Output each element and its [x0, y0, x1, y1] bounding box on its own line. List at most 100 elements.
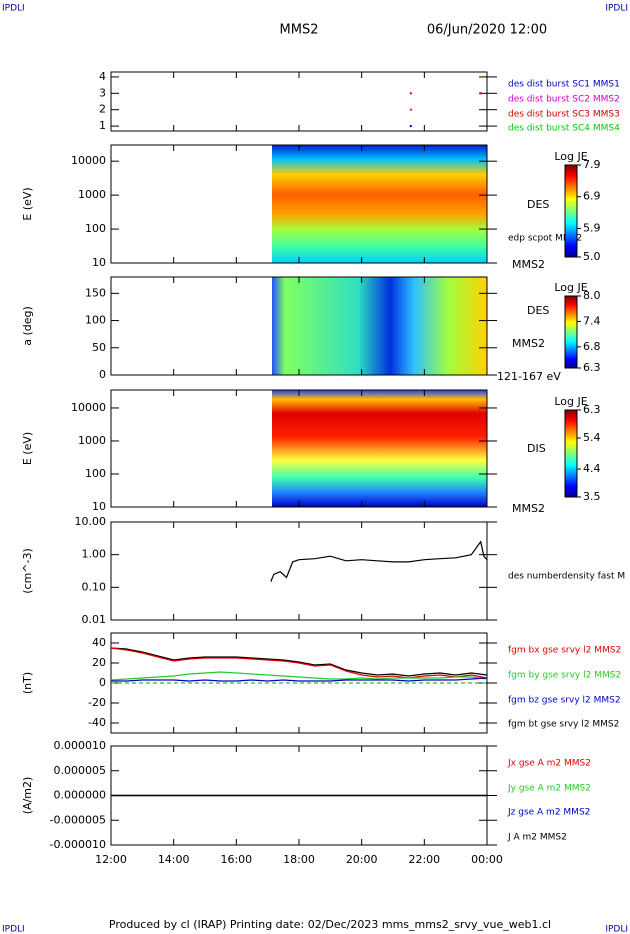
legend-entry: Jy gse A m2 MMS2 [507, 784, 591, 794]
panel-label: MMS2 [512, 337, 545, 350]
colorbar-tick-label: 7.4 [583, 314, 601, 327]
panel-frame [110, 71, 488, 132]
y-tick-label: 0 [99, 676, 106, 689]
y-tick-label: 150 [85, 286, 106, 299]
y-tick-label: -20 [88, 696, 106, 709]
panel-frame [110, 521, 488, 621]
legend-entry: des dist burst SC1 MMS1 [508, 80, 620, 90]
colorbar-label: Log JE [554, 395, 587, 408]
legend-entry: J A m2 MMS2 [507, 833, 567, 843]
colorbar-tick-label: 4.4 [583, 462, 601, 475]
y-tick-label: 4 [99, 70, 106, 83]
y-tick-label: 10000 [71, 154, 106, 167]
colorbar-tick-label: 3.5 [583, 490, 601, 503]
colorbar-tick-label: 6.9 [583, 190, 601, 203]
point [409, 92, 412, 95]
legend-entry: fgm bt gse srvy l2 MMS2 [508, 720, 619, 730]
colorbar-tick-label: 6.3 [583, 361, 601, 374]
y-tick-label: 10 [92, 500, 106, 513]
colorbar [564, 295, 578, 369]
colorbar-tick-label: 8.0 [583, 289, 601, 302]
x-tick-label: 12:00 [95, 853, 127, 866]
y-tick-label: 10000 [71, 401, 106, 414]
y-tick-label: 40 [92, 636, 106, 649]
panel-label: MMS2 [512, 502, 545, 515]
x-tick-label: 22:00 [408, 853, 440, 866]
legend-entry: des dist burst SC3 MMS3 [508, 110, 620, 120]
corner-label: IPDLI [605, 925, 628, 934]
colorbar-label: Log JE [554, 150, 587, 163]
y-tick-label: 1000 [78, 188, 106, 201]
y-tick-label: 100 [85, 222, 106, 235]
x-tick-label: 16:00 [220, 853, 252, 866]
series-line [110, 671, 488, 681]
panel-label: DES [527, 198, 549, 211]
series-line [111, 677, 488, 682]
y-tick-label: 0.01 [82, 613, 107, 626]
y-axis-label: a (deg) [21, 306, 34, 346]
y-axis-label: E (eV) [21, 432, 34, 465]
point [409, 125, 412, 128]
x-tick-label: 18:00 [283, 853, 315, 866]
y-tick-label: 3 [99, 86, 106, 99]
y-axis-label: (cm^-3) [21, 548, 34, 594]
panel-label: DIS [527, 442, 546, 455]
y-tick-label: 20 [92, 656, 106, 669]
colorbar-label: Log JE [554, 281, 587, 294]
legend-entry: fgm bz gse srvy l2 MMS2 [508, 696, 621, 706]
colorbar-tick-label: 5.0 [583, 250, 601, 263]
corner-label: IPDLI [605, 4, 628, 14]
y-tick-label: 0.000005 [54, 764, 107, 777]
y-tick-label: 0.10 [82, 580, 107, 593]
colorbar [564, 164, 578, 258]
y-tick-label: 1 [99, 119, 106, 132]
legend-entry: des numberdensity fast M [508, 572, 625, 582]
legend-entry: Jz gse A m2 MMS2 [507, 808, 590, 818]
y-tick-label: 2 [99, 103, 106, 116]
colorbar-tick-label: 5.4 [583, 431, 601, 444]
y-tick-label: -0.000010 [50, 838, 106, 851]
y-tick-label: 10 [92, 256, 106, 269]
y-tick-label: -40 [88, 716, 106, 729]
x-tick-label: 20:00 [346, 853, 378, 866]
legend-entry: Jx gse A m2 MMS2 [507, 759, 591, 769]
spectrogram-image [272, 145, 487, 263]
point [481, 75, 484, 78]
colorbar-tick-label: 5.9 [583, 221, 601, 234]
series-line [270, 540, 488, 582]
y-tick-label: 50 [92, 341, 106, 354]
spectrogram-image [272, 277, 487, 375]
point [479, 92, 482, 95]
y-tick-label: 10.00 [75, 515, 107, 528]
y-tick-label: 100 [85, 467, 106, 480]
corner-label: IPDLI [2, 4, 25, 14]
series-line [110, 647, 488, 677]
y-tick-label: 1.00 [82, 548, 107, 561]
legend-entry: fgm bx gse srvy l2 MMS2 [508, 646, 621, 656]
series-line [110, 647, 488, 679]
y-tick-label: 100 [85, 314, 106, 327]
y-tick-label: 0.000010 [54, 739, 107, 752]
legend-entry: des dist burst SC4 MMS4 [508, 124, 620, 134]
title: MMS2 [280, 23, 319, 38]
y-tick-label: 0 [99, 368, 106, 381]
footer: Produced by cl (IRAP) Printing date: 02/… [109, 918, 551, 931]
colorbar-tick-label: 7.9 [583, 158, 601, 171]
date: 06/Jun/2020 12:00 [427, 23, 547, 38]
y-tick-label: 0.000000 [54, 789, 107, 802]
panel-label: DES [527, 304, 549, 317]
y-axis-label: (nT) [21, 672, 34, 694]
y-axis-label: E (eV) [21, 187, 34, 220]
colorbar-tick-label: 6.3 [583, 403, 601, 416]
x-tick-label: 00:00 [471, 853, 503, 866]
colorbar-tick-label: 6.8 [583, 340, 601, 353]
colorbar [564, 409, 578, 498]
point [409, 108, 412, 111]
y-tick-label: -0.000005 [50, 813, 106, 826]
x-tick-label: 14:00 [158, 853, 190, 866]
y-axis-label: (A/m2) [21, 777, 34, 815]
corner-label: IPDLI [2, 925, 25, 934]
panel-label: MMS2 [512, 258, 545, 271]
legend-entry: des dist burst SC2 MMS2 [508, 95, 620, 105]
